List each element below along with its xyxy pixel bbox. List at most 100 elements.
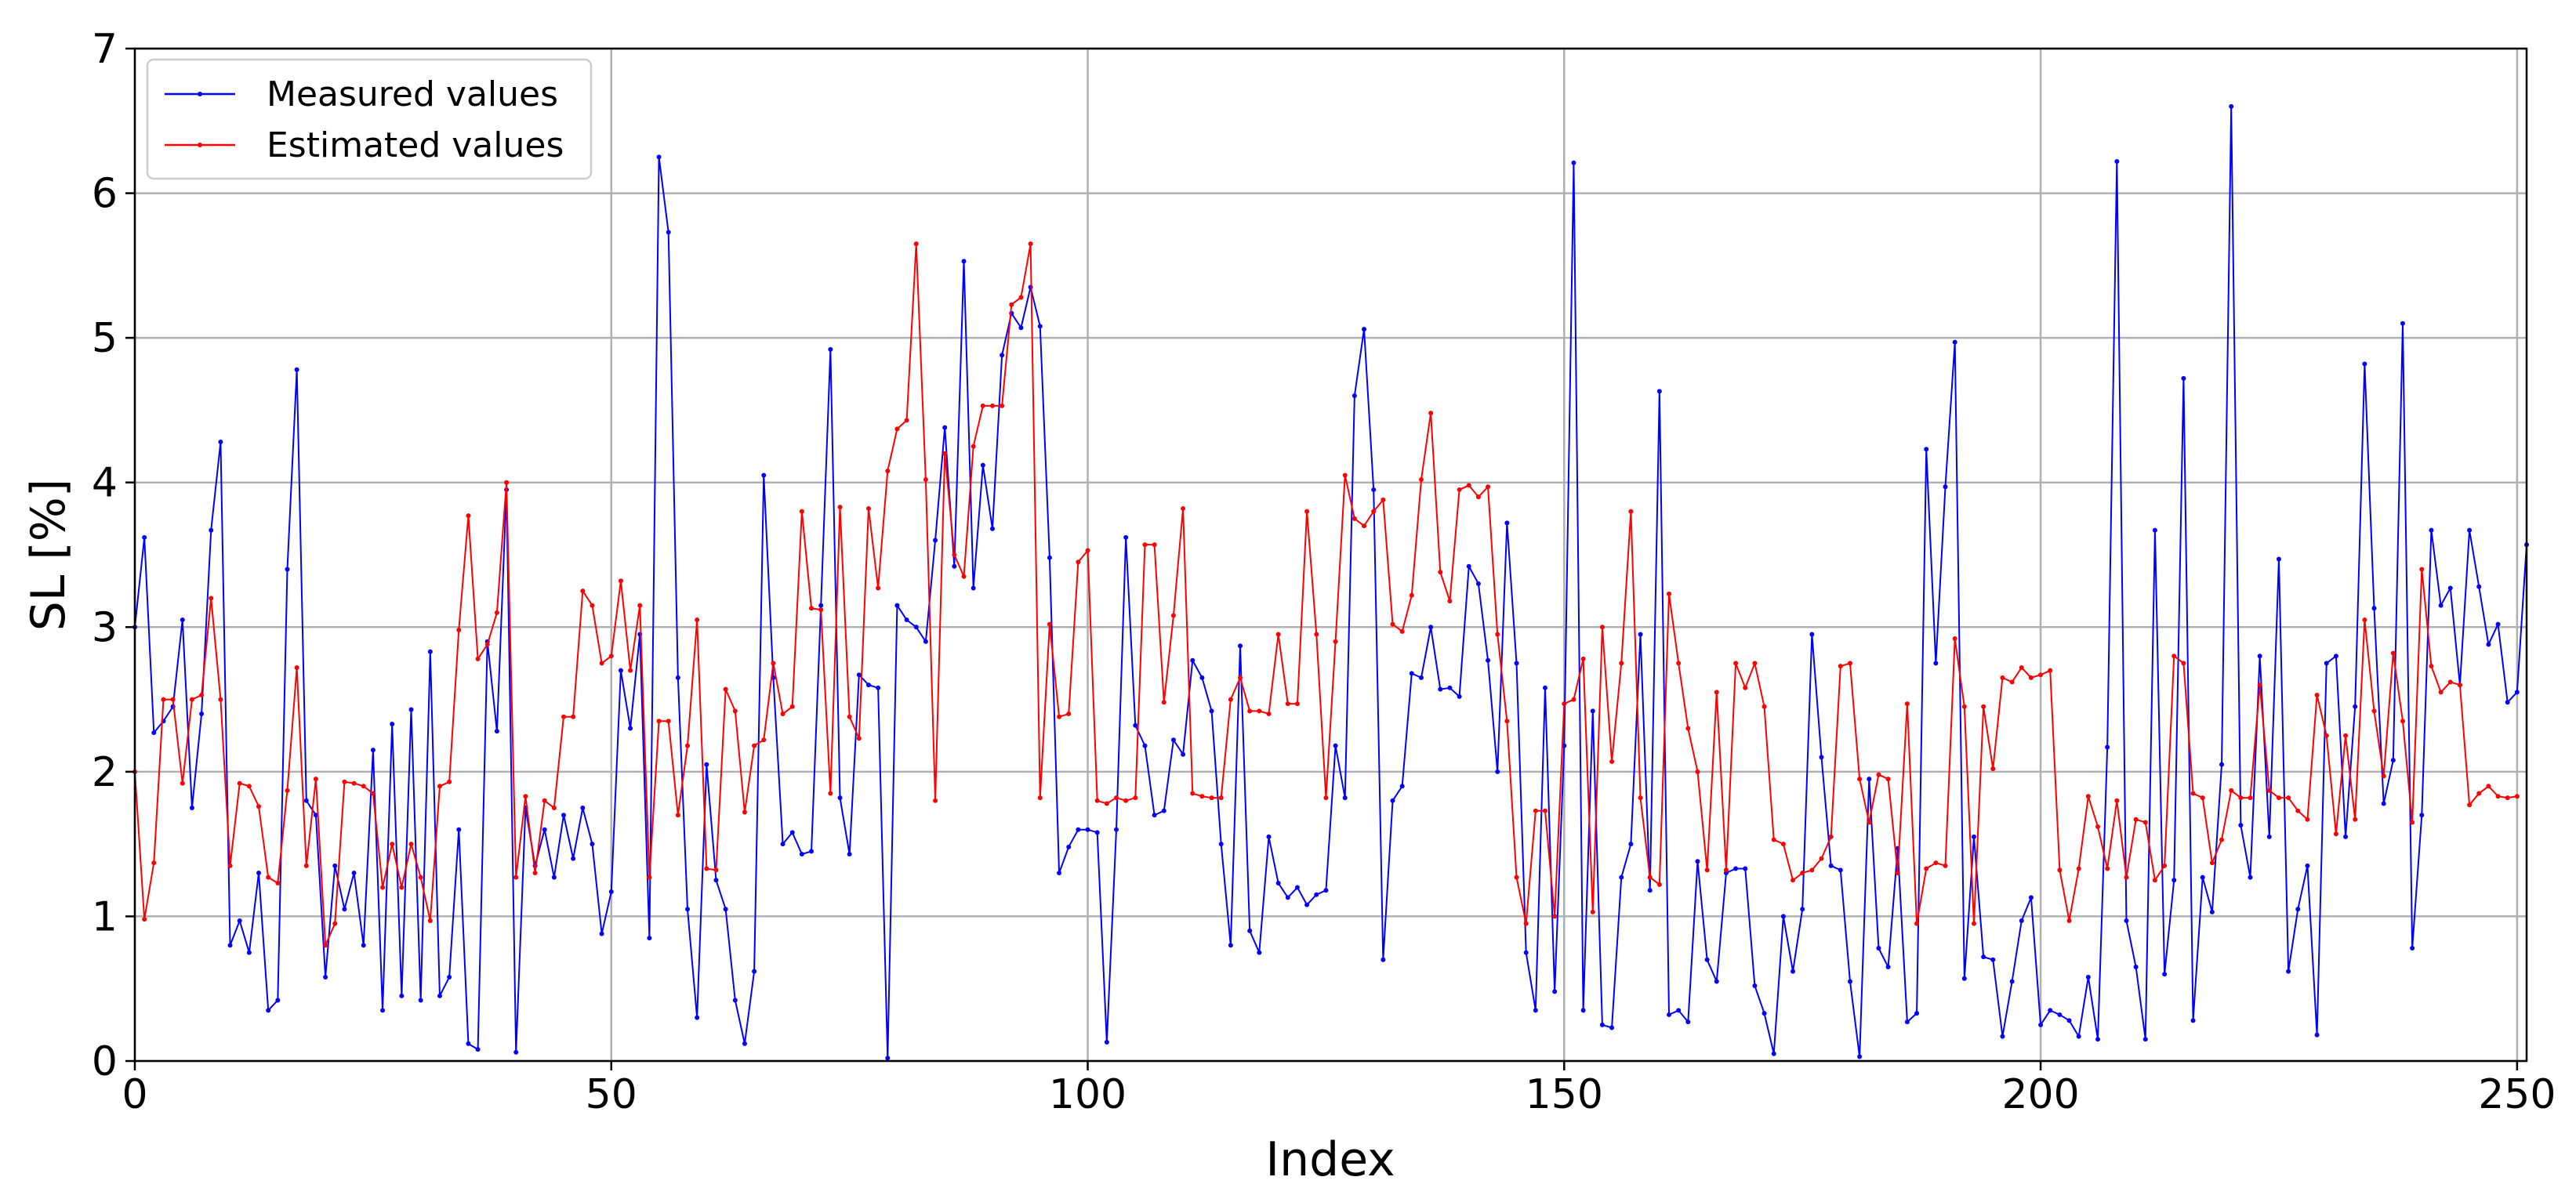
data-point	[1238, 675, 1243, 680]
data-point	[1971, 834, 1976, 839]
y-tick-label: 1	[92, 893, 118, 940]
data-point	[913, 625, 919, 630]
data-point	[2266, 834, 2272, 839]
data-point	[285, 788, 290, 793]
data-point	[1609, 1025, 1615, 1030]
data-point	[1057, 871, 1062, 876]
data-point	[1170, 613, 1176, 618]
data-point	[227, 943, 233, 948]
data-point	[2324, 661, 2329, 666]
data-point	[1161, 700, 1166, 705]
data-point	[2333, 654, 2338, 659]
data-point	[1266, 712, 1272, 717]
data-point	[865, 683, 871, 688]
data-point	[2343, 834, 2349, 839]
data-point	[695, 617, 700, 623]
data-point	[390, 842, 395, 847]
data-point	[1952, 339, 1957, 345]
data-point	[1628, 509, 1634, 514]
data-point	[656, 719, 662, 724]
data-point	[2514, 794, 2520, 799]
data-point	[523, 794, 528, 799]
data-point	[2019, 664, 2024, 670]
data-point	[1351, 393, 1357, 398]
data-point	[1438, 686, 1443, 692]
data-point	[1190, 791, 1195, 796]
data-point	[1275, 880, 1281, 885]
data-point	[1209, 708, 1214, 714]
data-point	[1304, 902, 1310, 907]
data-point	[323, 943, 328, 948]
data-point	[1000, 403, 1005, 408]
data-point	[1885, 777, 1891, 782]
data-point	[2000, 1034, 2005, 1039]
data-point	[666, 719, 671, 724]
legend-label-measured: Measured values	[267, 74, 558, 114]
data-point	[1486, 484, 1491, 490]
data-point	[933, 538, 938, 543]
data-point	[2457, 683, 2462, 688]
data-point	[256, 871, 262, 876]
data-point	[2066, 1018, 2072, 1023]
x-tick-label: 0	[122, 1071, 147, 1118]
data-point	[1619, 661, 1624, 666]
data-point	[1018, 295, 1024, 300]
data-point	[142, 534, 147, 540]
x-tick-label: 150	[1526, 1071, 1603, 1118]
data-point	[313, 813, 318, 818]
data-point	[2171, 878, 2177, 883]
data-point	[532, 871, 538, 876]
data-point	[1285, 895, 1290, 900]
data-point	[1133, 795, 1138, 801]
data-point	[1428, 625, 1434, 630]
data-point	[551, 806, 557, 810]
data-point	[799, 852, 804, 857]
data-point	[1791, 969, 1796, 974]
data-point	[2124, 918, 2129, 923]
data-point	[1933, 860, 1939, 866]
data-point	[551, 875, 557, 880]
data-point	[2142, 820, 2148, 825]
data-point	[2105, 866, 2110, 871]
data-point	[590, 842, 595, 847]
data-point	[2400, 320, 2405, 326]
data-point	[780, 842, 785, 847]
data-point	[1228, 697, 1233, 702]
data-point	[1562, 701, 1567, 707]
series-measured	[132, 103, 2529, 1061]
data-point	[1009, 302, 1014, 307]
data-point	[2276, 556, 2281, 562]
data-point	[1656, 389, 1662, 394]
data-point	[1876, 946, 1881, 951]
data-point	[980, 462, 985, 468]
data-point	[1828, 834, 1834, 839]
data-point	[370, 748, 376, 753]
data-point	[1914, 1011, 1920, 1016]
data-point	[1504, 719, 1510, 724]
data-point	[1238, 643, 1243, 649]
legend: Measured values Estimated values	[146, 58, 593, 180]
data-point	[2381, 773, 2386, 779]
data-point	[1418, 675, 1424, 680]
data-point	[2314, 693, 2320, 698]
data-point	[2009, 979, 2015, 984]
data-point	[227, 863, 233, 868]
data-point	[1523, 950, 1529, 955]
data-point	[361, 943, 366, 948]
data-point	[2305, 817, 2310, 822]
data-point	[761, 737, 767, 743]
data-point	[1667, 591, 1672, 596]
data-point	[427, 918, 433, 923]
data-point	[2495, 621, 2501, 627]
data-point	[342, 907, 347, 912]
data-point	[504, 480, 510, 485]
data-point	[1333, 639, 1338, 644]
data-point	[952, 563, 957, 569]
data-point	[399, 993, 405, 998]
data-point	[2419, 813, 2425, 818]
data-point	[1543, 685, 1547, 690]
data-point	[742, 809, 747, 815]
data-point	[1362, 523, 1367, 529]
data-point	[2095, 824, 2101, 829]
data-point	[885, 1056, 891, 1061]
